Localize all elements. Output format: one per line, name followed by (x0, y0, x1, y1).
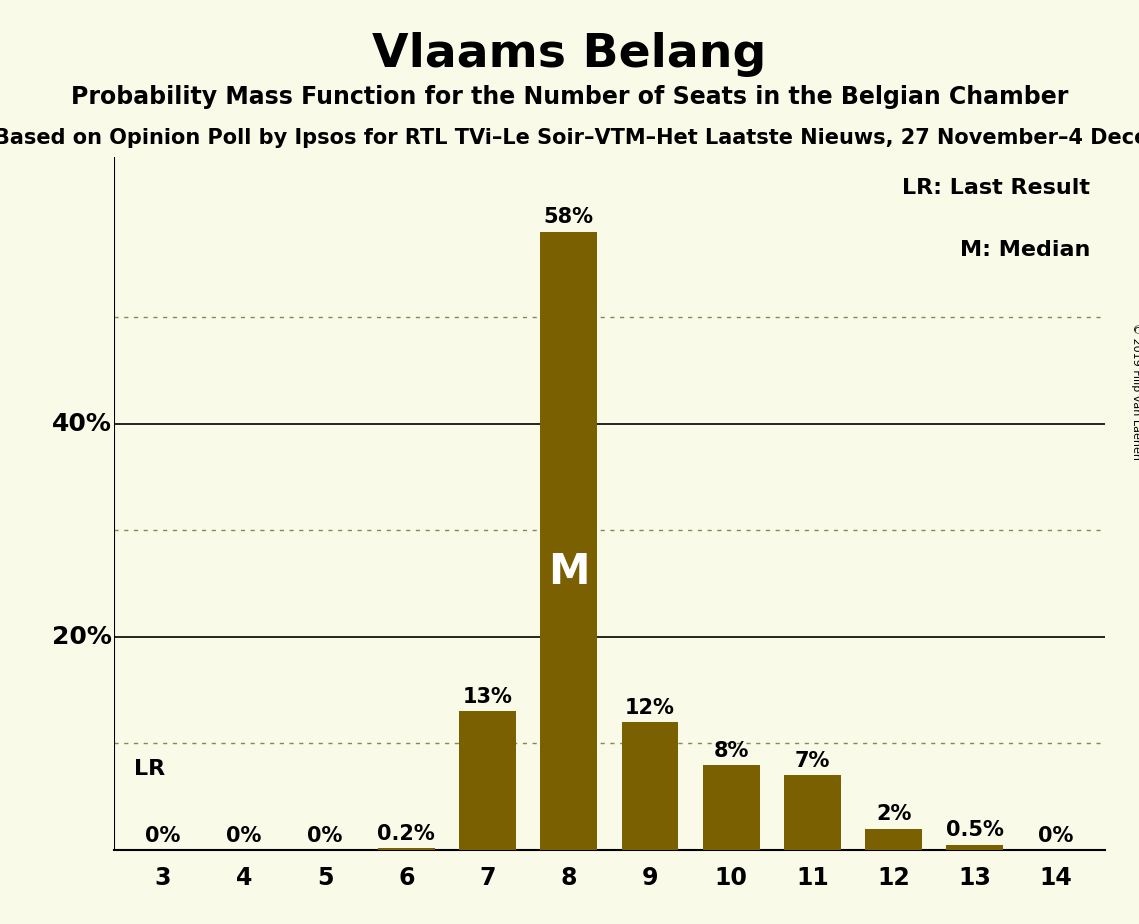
Bar (866, 829, 923, 850)
Text: 0.2%: 0.2% (377, 823, 435, 844)
Text: 7%: 7% (795, 751, 830, 772)
Text: Based on Opinion Poll by Ipsos for RTL TVi–Le Soir–VTM–Het Laatste Nieuws, 27 No: Based on Opinion Poll by Ipsos for RTL T… (0, 128, 1139, 148)
Bar (540, 232, 597, 850)
Bar (947, 845, 1003, 850)
Text: © 2019 Filip van Laenen: © 2019 Filip van Laenen (1131, 323, 1139, 460)
Text: 58%: 58% (543, 208, 593, 227)
Text: Probability Mass Function for the Number of Seats in the Belgian Chamber: Probability Mass Function for the Number… (71, 85, 1068, 109)
Bar (459, 711, 516, 850)
Bar (378, 848, 435, 850)
Text: 0%: 0% (1039, 826, 1074, 845)
Text: Vlaams Belang: Vlaams Belang (372, 32, 767, 78)
Text: 0%: 0% (308, 826, 343, 845)
Text: LR: LR (134, 760, 165, 780)
Text: 0%: 0% (227, 826, 262, 845)
Bar (622, 723, 679, 850)
Text: M: Median: M: Median (959, 240, 1090, 261)
Text: 40%: 40% (52, 411, 113, 435)
Text: 12%: 12% (625, 698, 675, 718)
Text: 20%: 20% (52, 625, 113, 649)
Text: 13%: 13% (462, 687, 513, 707)
Bar (784, 775, 841, 850)
Text: LR: Last Result: LR: Last Result (902, 177, 1090, 198)
Text: 2%: 2% (876, 805, 911, 824)
Text: 0%: 0% (145, 826, 180, 845)
Text: 8%: 8% (713, 740, 748, 760)
Text: 0.5%: 0.5% (945, 821, 1003, 841)
Text: M: M (548, 551, 590, 593)
Bar (703, 765, 760, 850)
